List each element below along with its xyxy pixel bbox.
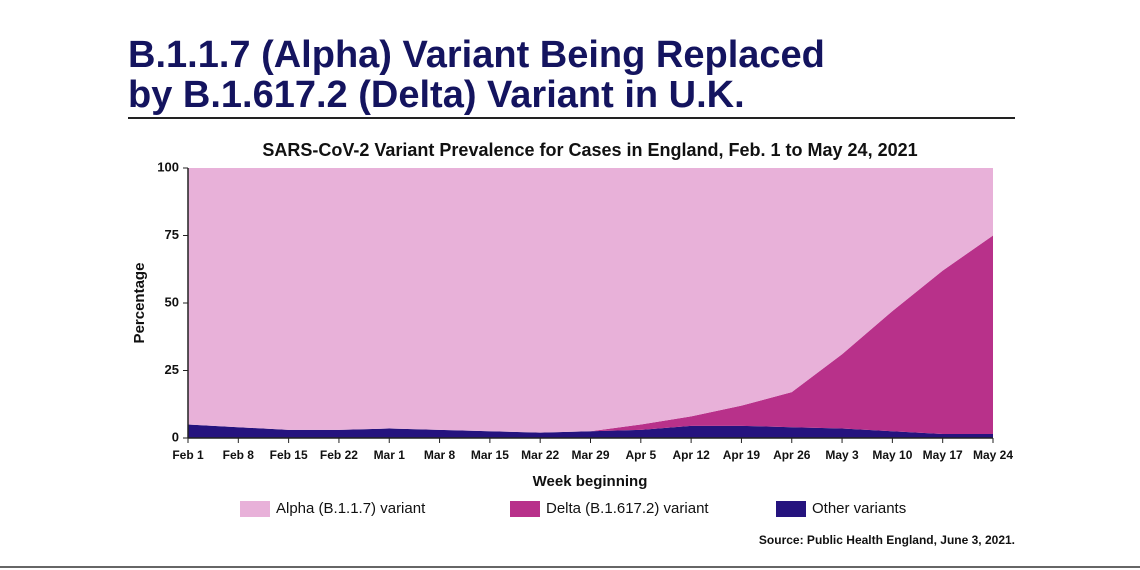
x-tick-label: Mar 8 [424, 448, 456, 462]
y-tick-label: 25 [165, 362, 179, 377]
x-tick-label: Feb 8 [223, 448, 255, 462]
legend-swatch [510, 501, 540, 517]
x-tick-label: Apr 5 [625, 448, 656, 462]
x-tick-label: Feb 1 [172, 448, 204, 462]
slide-title-line: by B.1.617.2 (Delta) Variant in U.K. [128, 74, 745, 116]
area [188, 235, 993, 434]
x-tick-label: Feb 22 [320, 448, 358, 462]
x-tick-label: May 3 [825, 448, 859, 462]
x-axis-label: Week beginning [533, 473, 648, 490]
legend-label: Delta (B.1.617.2) variant [546, 500, 709, 517]
x-tick-label: May 17 [923, 448, 963, 462]
x-tick-label: Mar 29 [571, 448, 609, 462]
x-tick-label: Apr 12 [672, 448, 710, 462]
x-tick-label: Mar 1 [374, 448, 406, 462]
legend-label: Alpha (B.1.1.7) variant [276, 500, 426, 517]
y-tick-label: 50 [165, 294, 179, 309]
x-tick-label: May 10 [872, 448, 912, 462]
y-axis-label: Percentage [131, 263, 148, 344]
legend-swatch [776, 501, 806, 517]
y-tick-label: 75 [165, 227, 179, 242]
x-tick-label: May 24 [973, 448, 1013, 462]
x-tick-label: Mar 15 [471, 448, 509, 462]
x-tick-label: Apr 19 [723, 448, 761, 462]
legend-label: Other variants [812, 500, 906, 517]
y-tick-label: 0 [172, 429, 179, 444]
y-tick-label: 100 [157, 159, 179, 174]
chart-title: SARS-CoV-2 Variant Prevalence for Cases … [262, 140, 917, 160]
legend-swatch [240, 501, 270, 517]
x-tick-label: Apr 26 [773, 448, 811, 462]
x-tick-label: Mar 22 [521, 448, 559, 462]
slide-title-line: B.1.1.7 (Alpha) Variant Being Replaced [128, 34, 825, 76]
source-note: Source: Public Health England, June 3, 2… [759, 533, 1015, 547]
area [188, 168, 993, 433]
x-tick-label: Feb 15 [270, 448, 308, 462]
